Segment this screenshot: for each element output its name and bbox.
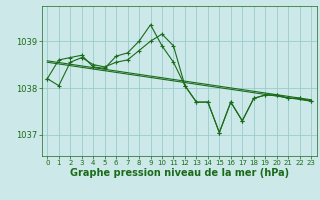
X-axis label: Graphe pression niveau de la mer (hPa): Graphe pression niveau de la mer (hPa)	[70, 168, 289, 178]
